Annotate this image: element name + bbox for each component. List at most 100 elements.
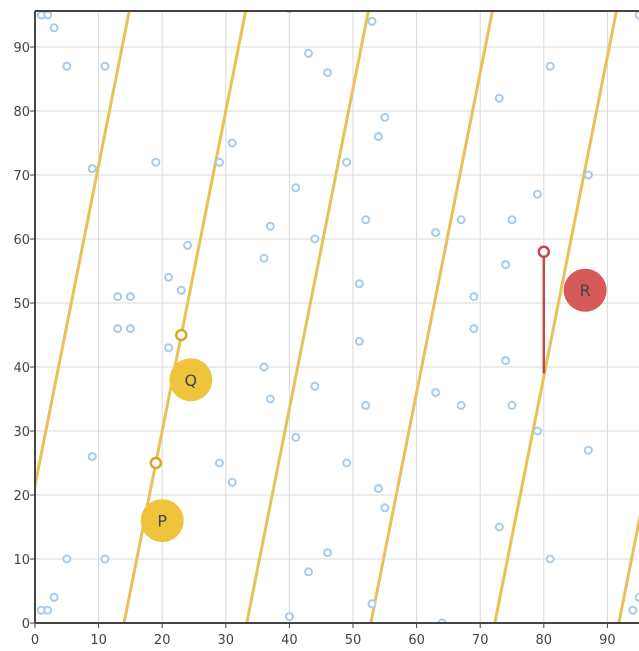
- data-point: [323, 548, 333, 558]
- segments: [149, 245, 551, 470]
- marker-label-p: P: [157, 512, 167, 531]
- y-tick-label: 20: [13, 489, 30, 504]
- data-point: [183, 240, 193, 250]
- data-point: [628, 605, 638, 615]
- x-tick-label: 10: [90, 633, 107, 648]
- data-point: [469, 324, 479, 334]
- data-point: [494, 93, 504, 103]
- hollow-point: [175, 328, 188, 342]
- diagonal-line: [617, 513, 639, 623]
- data-point: [373, 484, 383, 494]
- data-point: [310, 381, 320, 391]
- grid: [35, 11, 639, 623]
- data-point: [259, 253, 269, 263]
- data-point: [214, 157, 224, 167]
- data-point: [494, 522, 504, 532]
- data-point: [87, 164, 97, 174]
- data-point: [380, 503, 390, 513]
- data-point: [62, 61, 72, 71]
- x-tick-label: 70: [472, 633, 489, 648]
- hollow-point: [149, 456, 163, 470]
- x-tick-label: 90: [599, 633, 616, 648]
- data-point: [361, 215, 371, 225]
- data-point: [259, 362, 269, 372]
- data-point: [49, 592, 59, 602]
- data-point: [227, 138, 237, 148]
- data-point: [373, 132, 383, 142]
- data-point: [532, 426, 542, 436]
- data-point: [545, 554, 555, 564]
- data-points: [36, 11, 639, 623]
- data-point: [323, 68, 333, 78]
- marker-label-q: Q: [185, 371, 198, 390]
- data-point: [87, 452, 97, 462]
- data-point: [583, 445, 593, 455]
- data-point: [125, 292, 135, 302]
- data-point: [367, 599, 377, 609]
- data-point: [431, 228, 441, 238]
- data-point: [342, 157, 352, 167]
- x-tick-label: 40: [281, 633, 298, 648]
- diagonal-line: [369, 11, 494, 623]
- marker-q: [169, 358, 213, 402]
- data-point: [113, 324, 123, 334]
- data-point: [214, 458, 224, 468]
- y-tick-label: 50: [13, 297, 30, 312]
- axes: [30, 10, 639, 628]
- y-tick-label: 90: [13, 41, 30, 56]
- data-point: [265, 394, 275, 404]
- data-point: [367, 16, 377, 26]
- data-point: [532, 189, 542, 199]
- data-point: [151, 157, 161, 167]
- data-point: [100, 554, 110, 564]
- data-point: [501, 260, 511, 270]
- data-point: [310, 234, 320, 244]
- data-point: [303, 567, 313, 577]
- data-point: [634, 11, 639, 20]
- data-point: [456, 400, 466, 410]
- data-point: [62, 554, 72, 564]
- y-tick-label: 30: [13, 425, 30, 440]
- data-point: [361, 400, 371, 410]
- data-point: [100, 61, 110, 71]
- data-point: [164, 343, 174, 353]
- y-tick-label: 80: [13, 105, 30, 120]
- y-tick-label: 70: [13, 169, 30, 184]
- data-point: [176, 285, 186, 295]
- diagonal-line: [122, 11, 248, 623]
- x-tick-label: 80: [536, 633, 553, 648]
- data-point: [507, 400, 517, 410]
- data-point: [456, 215, 466, 225]
- data-point: [354, 279, 364, 289]
- data-point: [284, 612, 294, 622]
- x-tick-label: 0: [31, 633, 39, 648]
- data-point: [303, 48, 313, 58]
- y-tick-label: 60: [13, 233, 30, 248]
- x-tick-label: 50: [345, 633, 362, 648]
- x-tick-label: 30: [218, 633, 235, 648]
- data-point: [545, 61, 555, 71]
- data-point: [634, 592, 639, 602]
- y-tick-label: 40: [13, 361, 30, 376]
- data-point: [43, 605, 53, 615]
- markers: P Q R: [140, 268, 607, 543]
- hollow-point: [537, 245, 551, 259]
- x-tick-label: 20: [154, 633, 171, 648]
- data-point: [291, 432, 301, 442]
- data-point: [265, 221, 275, 231]
- data-point: [49, 23, 59, 33]
- y-tick-label: 10: [13, 553, 30, 568]
- data-point: [227, 477, 237, 487]
- data-point: [113, 292, 123, 302]
- data-point: [125, 324, 135, 334]
- marker-r: [563, 268, 607, 312]
- data-point: [469, 292, 479, 302]
- marker-p: [140, 499, 184, 543]
- diagonal-line: [245, 11, 370, 623]
- data-point: [501, 356, 511, 366]
- data-point: [342, 458, 352, 468]
- tick-labels: 0 10 20 30 40 50 60 70 80 90 0 10 20 30 40 50 60 70 80 90: [13, 41, 615, 648]
- data-point: [507, 215, 517, 225]
